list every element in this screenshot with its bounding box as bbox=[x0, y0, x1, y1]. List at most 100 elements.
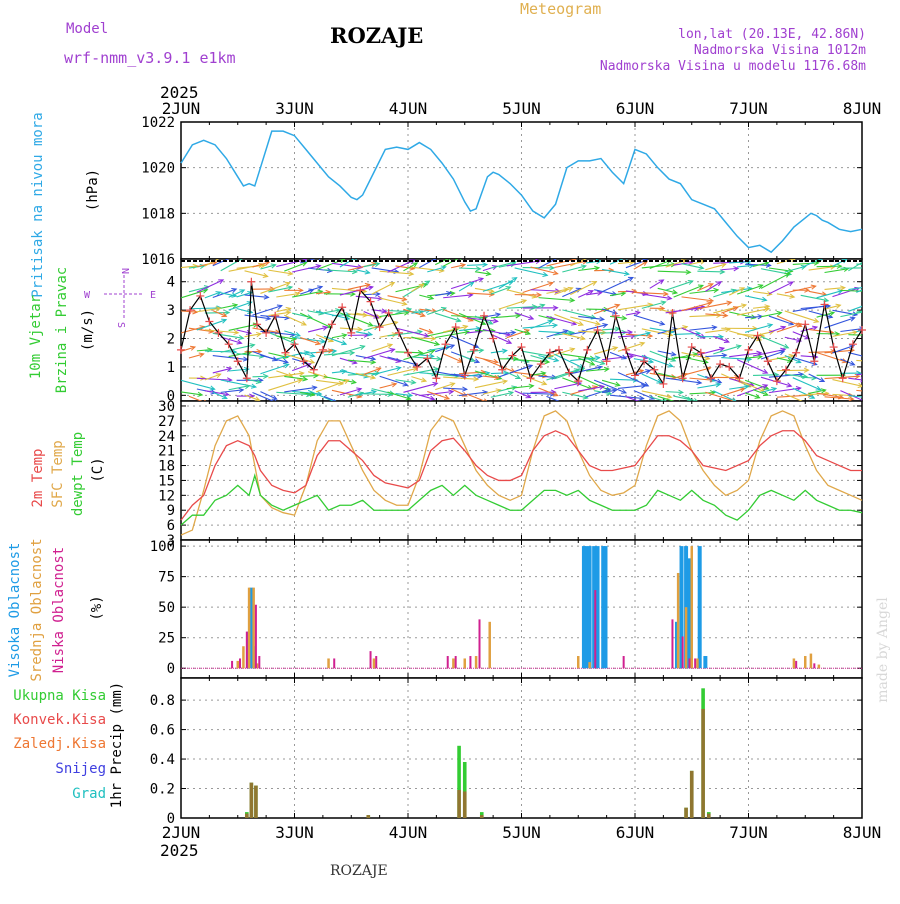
precip-bar bbox=[457, 790, 461, 818]
cloud-bar bbox=[795, 661, 797, 668]
pressure-ytick-label: 1018 bbox=[141, 206, 175, 222]
cloud-bar bbox=[603, 546, 607, 668]
wind-arrowhead bbox=[865, 289, 870, 293]
precip-bar bbox=[701, 709, 705, 818]
temp-ytick-label: 15 bbox=[158, 473, 175, 489]
cloud-bar bbox=[623, 656, 625, 668]
precip-bar bbox=[245, 814, 249, 818]
wind-arrowhead bbox=[866, 400, 871, 404]
cloud-bar bbox=[242, 646, 245, 668]
precip-bar bbox=[366, 815, 370, 818]
cloud-bar bbox=[671, 619, 673, 668]
wind-arrowhead bbox=[872, 359, 877, 363]
wind-arrowhead bbox=[871, 266, 876, 270]
pressure-frame bbox=[181, 122, 862, 259]
precip-legend-conv: Konvek.Kisa bbox=[13, 712, 106, 728]
model-name: wrf-nmm_v3.9.1 e1km bbox=[64, 49, 236, 67]
precip-legend-hail: Grad bbox=[72, 786, 106, 802]
cloud-bar bbox=[588, 546, 592, 668]
footer-station: ROZAJE bbox=[330, 863, 388, 879]
wind-arrowhead bbox=[878, 263, 883, 267]
model-elevation-text: Nadmorska Visina u modelu 1176.68m bbox=[600, 59, 866, 74]
pressure-ytick-label: 1016 bbox=[141, 252, 175, 268]
wind-ytick-label: 1 bbox=[167, 360, 175, 376]
compass-east: E bbox=[150, 290, 156, 301]
pressure-ylabel: Pritisak na nivou mora bbox=[30, 112, 46, 297]
pressure-unit: (hPa) bbox=[85, 169, 101, 211]
cloud-bar bbox=[688, 658, 690, 668]
lonlat-text: lon,lat (20.13E, 42.86N) bbox=[678, 27, 866, 42]
cloud-bar bbox=[252, 588, 255, 669]
cloud-bar bbox=[677, 573, 680, 668]
day-label-bottom: 4JUN bbox=[389, 823, 428, 842]
temp-ytick-label: 30 bbox=[158, 399, 175, 415]
precip-ytick-label: 0.4 bbox=[150, 752, 175, 768]
year-bottom: 2025 bbox=[160, 841, 199, 860]
cloud-bar bbox=[793, 658, 796, 668]
precip-bar bbox=[707, 814, 711, 818]
elevation-text: Nadmorska Visina 1012m bbox=[694, 43, 866, 58]
wind-arrowhead bbox=[882, 325, 887, 329]
precip-bar bbox=[254, 786, 258, 818]
precip-ytick-label: 0.6 bbox=[150, 723, 175, 739]
wind-arrow bbox=[364, 394, 392, 395]
temp-ylabel-1: 2m Temp bbox=[30, 448, 46, 507]
meteogram-title: Meteogram bbox=[520, 0, 601, 18]
wind-arrowhead bbox=[886, 371, 891, 375]
cloud-bar bbox=[373, 658, 376, 668]
cloud-bar bbox=[698, 546, 702, 668]
cloud-bar bbox=[464, 658, 467, 668]
cloud-ytick-label: 75 bbox=[158, 570, 175, 586]
cloud-bar bbox=[696, 658, 699, 668]
cloud-bar bbox=[239, 658, 241, 668]
cloud-bar bbox=[694, 658, 696, 668]
precip-ytick-label: 0.2 bbox=[150, 782, 175, 798]
cloud-bar bbox=[594, 590, 596, 668]
cloud-bar bbox=[447, 656, 449, 668]
precip-bar bbox=[480, 815, 484, 818]
day-label-top: 8JUN bbox=[843, 99, 882, 118]
temp-unit: (C) bbox=[90, 457, 106, 482]
wind-arrowhead bbox=[866, 302, 871, 306]
cloud-bar bbox=[685, 607, 688, 668]
cloud-ytick-label: 0 bbox=[167, 661, 175, 677]
cloud-bar bbox=[703, 656, 707, 668]
cloud-bar bbox=[577, 656, 580, 668]
cloud-bar bbox=[810, 654, 813, 669]
cloud-bar bbox=[488, 622, 491, 668]
wind-arrow bbox=[467, 265, 487, 266]
cloud-bar bbox=[375, 656, 377, 668]
cloud-bar bbox=[682, 636, 684, 668]
cloud-bar bbox=[475, 656, 478, 668]
temp-ytick-label: 12 bbox=[158, 488, 175, 504]
temp-ytick-label: 21 bbox=[158, 444, 175, 460]
wind-arrowhead bbox=[863, 333, 868, 337]
credit-text: made by Angel bbox=[875, 597, 891, 703]
cloud-ylabel-3: Niska Oblacnost bbox=[51, 547, 67, 673]
cloud-bar bbox=[818, 665, 821, 669]
cloud-bar bbox=[237, 661, 240, 668]
wind-arrow bbox=[848, 335, 867, 336]
wind-arrowhead bbox=[867, 389, 872, 393]
cloud-bar bbox=[370, 651, 372, 668]
wind-arrow bbox=[300, 376, 318, 377]
cloud-bar bbox=[452, 658, 455, 668]
wind-ytick-label: 2 bbox=[167, 332, 175, 348]
compass-north: N bbox=[119, 268, 130, 274]
cloud-bar bbox=[804, 656, 807, 668]
wind-unit: (m/s) bbox=[80, 309, 96, 351]
compass-west: W bbox=[84, 290, 91, 301]
cloud-bar bbox=[255, 605, 257, 669]
wind-arrowhead bbox=[875, 396, 880, 400]
cloud-bar bbox=[231, 661, 233, 668]
temp-ytick-label: 9 bbox=[167, 503, 175, 519]
day-label-top: 5JUN bbox=[502, 99, 541, 118]
wind-arrowhead bbox=[871, 254, 876, 258]
wind-ylabel-1: 10m Vjetar bbox=[28, 295, 44, 379]
wind-ytick-label: 4 bbox=[167, 275, 175, 291]
cloud-bar bbox=[584, 546, 588, 668]
cloud-ylabel-1: Visoka Oblacnost bbox=[7, 543, 23, 678]
